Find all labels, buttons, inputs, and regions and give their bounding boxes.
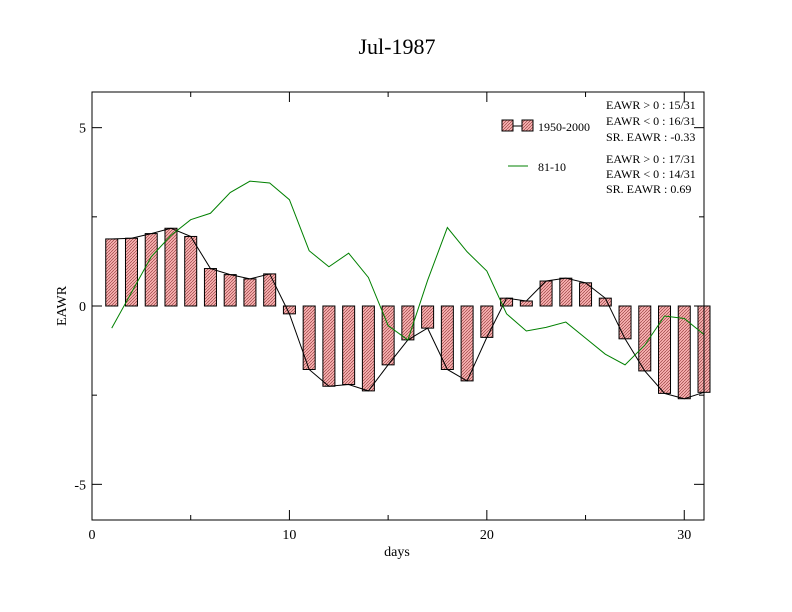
- stat-annotation: EAWR < 0 : 14/31: [606, 167, 696, 181]
- x-axis: 0 10 20 30: [89, 92, 691, 543]
- bar: [519, 300, 533, 307]
- bar: [144, 233, 158, 307]
- stats-annotations: EAWR > 0 : 15/31 EAWR < 0 : 16/31 SR. EAWR…: [606, 98, 696, 196]
- y-tick-label: 5: [79, 122, 86, 137]
- stat-annotation: EAWR > 0 : 15/31: [606, 98, 696, 112]
- x-tick-label: 30: [677, 528, 691, 543]
- x-tick-label: 10: [282, 528, 296, 543]
- y-tick-label: 0: [79, 300, 86, 315]
- bar: [677, 305, 691, 400]
- bar: [243, 278, 257, 307]
- bar: [184, 235, 198, 307]
- legend-label-line: 81-10: [538, 160, 566, 174]
- line-series: [111, 180, 705, 400]
- bar: [460, 305, 474, 382]
- chart-title: Jul-1987: [359, 34, 436, 59]
- bar: [618, 305, 632, 340]
- legend-label-bars: 1950-2000: [538, 120, 590, 134]
- legend: 1950-2000 81-10: [501, 119, 590, 174]
- series-line-81-10: [111, 180, 705, 366]
- x-tick-label: 0: [89, 528, 96, 543]
- bar: [203, 268, 217, 307]
- y-axis-label: EAWR: [55, 285, 70, 326]
- bar: [559, 277, 573, 307]
- bar: [263, 273, 277, 307]
- y-axis: 5 0 -5: [74, 122, 704, 493]
- bar: [342, 305, 356, 385]
- stat-annotation: SR. EAWR : 0.69: [606, 182, 691, 196]
- legend-bar-swatch: [521, 119, 534, 132]
- bar: [322, 305, 336, 387]
- bar: [223, 274, 237, 307]
- x-tick-label: 20: [480, 528, 494, 543]
- bar: [658, 305, 672, 394]
- bar: [421, 305, 435, 329]
- y-tick-label: -5: [74, 478, 86, 493]
- stat-annotation: EAWR > 0 : 17/31: [606, 152, 696, 166]
- bar: [124, 237, 138, 307]
- bar: [598, 297, 612, 307]
- x-axis-label: days: [384, 545, 410, 560]
- bar: [105, 238, 119, 307]
- bar: [480, 305, 494, 338]
- bar: [401, 305, 415, 341]
- bar-series: [105, 227, 711, 400]
- stat-annotation: SR. EAWR : -0.33: [606, 130, 695, 144]
- bar: [361, 305, 375, 392]
- stat-annotation: EAWR < 0 : 16/31: [606, 114, 696, 128]
- bar: [302, 305, 316, 370]
- legend-bar-swatch: [501, 119, 514, 132]
- bar: [282, 305, 296, 315]
